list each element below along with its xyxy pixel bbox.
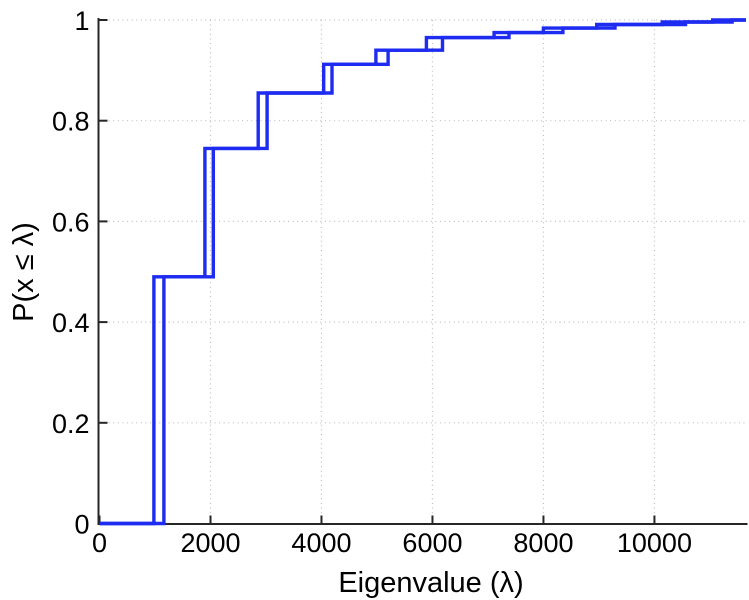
x-tick-label-10000: 10000 (617, 528, 692, 558)
gridlines (99, 19, 746, 524)
ecdf-line-ecdf-1 (99, 18, 746, 526)
y-tick-label-0.8: 0.8 (52, 107, 90, 137)
x-axis-label: Eigenvalue (λ) (338, 567, 523, 599)
y-tick-label-0: 0 (74, 510, 89, 540)
y-tick-label-0.4: 0.4 (52, 308, 90, 338)
x-tick-label-6000: 6000 (402, 528, 462, 558)
x-tick-label-0: 0 (92, 528, 107, 558)
y-axis-label: P(x ≤ λ) (8, 222, 40, 322)
ecdf-line-ecdf-2 (99, 18, 746, 526)
x-tick-label-2000: 2000 (180, 528, 240, 558)
y-tick-label-1: 1 (74, 6, 89, 36)
ecdf-series (99, 18, 746, 526)
y-tick-label-0.2: 0.2 (52, 409, 90, 439)
x-tick-label-8000: 8000 (513, 528, 573, 558)
x-tick-label-4000: 4000 (291, 528, 351, 558)
axes (97, 18, 748, 525)
y-tick-label-0.6: 0.6 (52, 207, 90, 237)
tick-marks (98, 19, 656, 525)
tick-labels: 0 2000 4000 6000 8000 10000 0 0.2 0.4 0.6 0.8 1 (52, 6, 692, 558)
